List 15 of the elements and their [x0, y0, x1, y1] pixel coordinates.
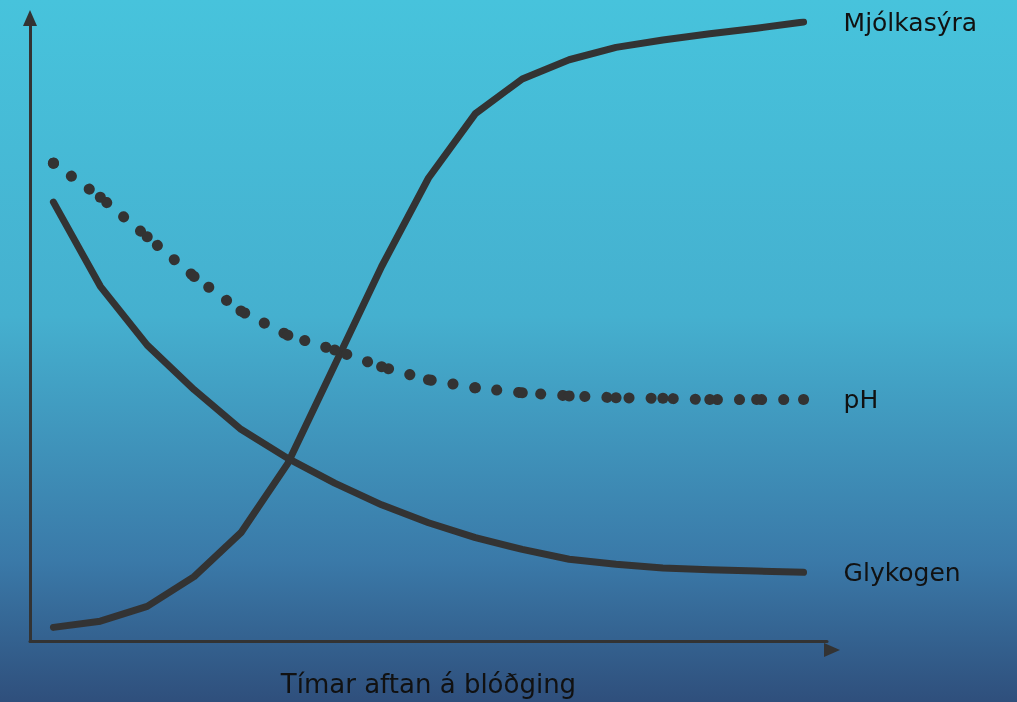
point — [610, 392, 622, 404]
series-label: Mjólkasýra — [843, 7, 978, 37]
point — [94, 191, 106, 203]
point — [141, 231, 153, 243]
point — [798, 394, 810, 406]
series-label: pH — [843, 385, 879, 415]
point — [188, 270, 200, 282]
series-label: Glykogen — [843, 557, 961, 587]
point — [657, 392, 669, 404]
point — [235, 305, 247, 317]
point — [329, 344, 341, 356]
point — [47, 157, 59, 169]
point — [376, 361, 388, 373]
point — [282, 329, 294, 341]
x-axis-title: Tímar aftan á blóðging — [279, 669, 577, 699]
